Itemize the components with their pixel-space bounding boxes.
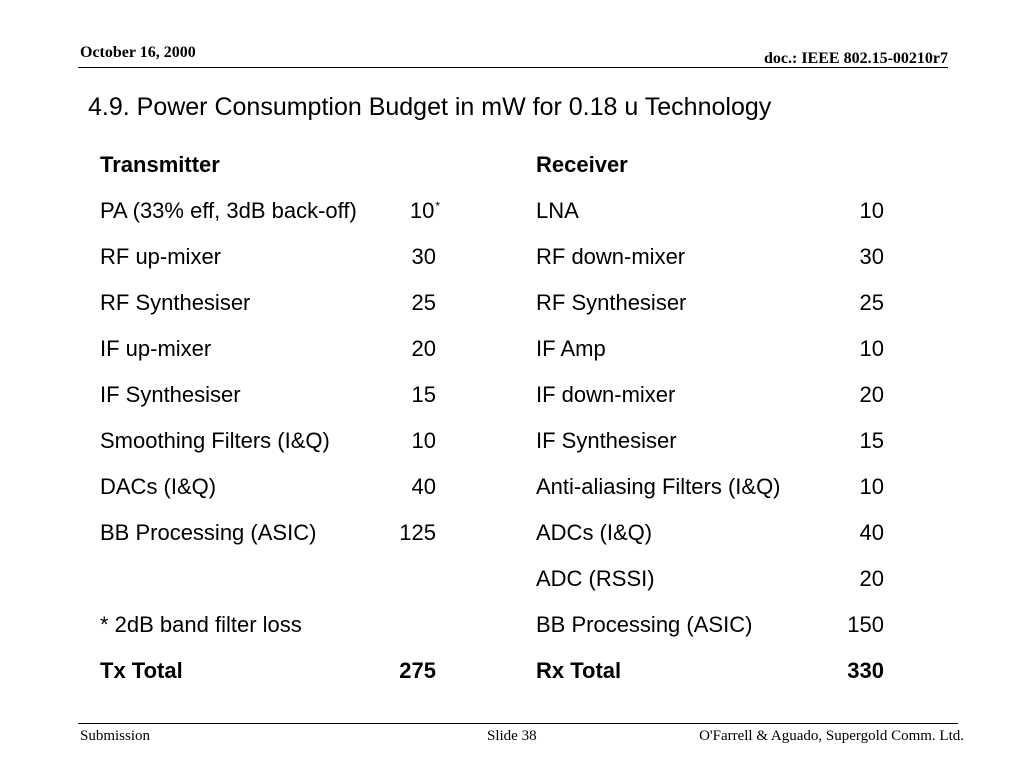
table-row: LNA 10: [536, 192, 888, 238]
row-label: BB Processing (ASIC): [100, 520, 317, 545]
table-row: RF Synthesiser 25: [100, 284, 440, 330]
row-value: 10: [859, 474, 884, 499]
table-row: IF Synthesiser 15: [536, 422, 888, 468]
row-label: BB Processing (ASIC): [536, 612, 753, 637]
receiver-heading: Receiver: [536, 152, 628, 177]
table-row: DACs (I&Q) 40: [100, 468, 440, 514]
row-label: ADC (RSSI): [536, 566, 655, 591]
transmitter-heading: Transmitter: [100, 152, 220, 177]
header-divider: [78, 67, 948, 68]
table-row: RF down-mixer 30: [536, 238, 888, 284]
table-row: BB Processing (ASIC) 125: [100, 514, 440, 560]
row-value: 10*: [410, 192, 440, 230]
footer-submission: Submission: [80, 728, 151, 744]
row-value: 10: [859, 198, 884, 223]
table-row: PA (33% eff, 3dB back-off) 10*: [100, 192, 440, 238]
footnote-marker: *: [435, 198, 440, 213]
row-label: IF Amp: [536, 336, 606, 361]
footer-slide-number: Slide 38: [487, 728, 537, 744]
row-label: PA (33% eff, 3dB back-off): [100, 198, 357, 223]
row-label: IF down-mixer: [536, 382, 676, 407]
row-label: RF Synthesiser: [100, 290, 251, 315]
row-label: DACs (I&Q): [100, 474, 217, 499]
table-row: ADCs (I&Q) 40: [536, 514, 888, 560]
row-value: 10: [411, 428, 436, 453]
table-row: Anti-aliasing Filters (I&Q) 10: [536, 468, 888, 514]
row-value: 25: [859, 290, 884, 315]
row-value: 30: [859, 244, 884, 269]
row-value: 15: [859, 428, 884, 453]
row-value-number: 10: [409, 198, 435, 223]
receiver-total-row: Rx Total 330: [536, 652, 888, 698]
header-doc-id: doc.: IEEE 802.15-00210r7: [764, 50, 948, 67]
spacer-row: [100, 560, 440, 606]
total-label: Rx Total: [536, 658, 622, 683]
row-value: 30: [411, 244, 436, 269]
row-value: 150: [847, 612, 884, 637]
row-label: RF Synthesiser: [536, 290, 687, 315]
row-value: 25: [411, 290, 436, 315]
row-label: LNA: [536, 198, 579, 223]
footnote-text: * 2dB band filter loss: [100, 612, 302, 637]
receiver-heading-row: Receiver: [536, 146, 888, 192]
table-row: IF Synthesiser 15: [100, 376, 440, 422]
row-value: 125: [399, 520, 436, 545]
total-value: 330: [847, 658, 884, 683]
slide-title: 4.9. Power Consumption Budget in mW for …: [88, 93, 772, 121]
transmitter-total-row: Tx Total 275: [100, 652, 440, 698]
table-row: RF up-mixer 30: [100, 238, 440, 284]
row-label: IF Synthesiser: [100, 382, 241, 407]
row-value: 20: [411, 336, 436, 361]
table-row: IF down-mixer 20: [536, 376, 888, 422]
receiver-column: Receiver LNA 10 RF down-mixer 30 RF Synt…: [536, 146, 888, 698]
row-label: IF up-mixer: [100, 336, 212, 361]
table-row: IF up-mixer 20: [100, 330, 440, 376]
row-value: 40: [411, 474, 436, 499]
transmitter-column: Transmitter PA (33% eff, 3dB back-off) 1…: [100, 146, 440, 698]
row-value: 10: [859, 336, 884, 361]
row-value: 20: [859, 566, 884, 591]
total-label: Tx Total: [100, 658, 183, 683]
footer-divider: [78, 723, 958, 724]
table-row: Smoothing Filters (I&Q) 10: [100, 422, 440, 468]
header-date: October 16, 2000: [80, 44, 196, 61]
table-row: BB Processing (ASIC) 150: [536, 606, 888, 652]
table-row: IF Amp 10: [536, 330, 888, 376]
row-label: ADCs (I&Q): [536, 520, 653, 545]
row-label: RF down-mixer: [536, 244, 686, 269]
row-label: Anti-aliasing Filters (I&Q): [536, 474, 781, 499]
table-row: RF Synthesiser 25: [536, 284, 888, 330]
table-row: ADC (RSSI) 20: [536, 560, 888, 606]
row-value: 40: [859, 520, 884, 545]
row-value: 20: [859, 382, 884, 407]
transmitter-heading-row: Transmitter: [100, 146, 440, 192]
row-value: 15: [411, 382, 436, 407]
row-label: IF Synthesiser: [536, 428, 677, 453]
row-label: RF up-mixer: [100, 244, 222, 269]
total-value: 275: [399, 658, 436, 683]
row-label: Smoothing Filters (I&Q): [100, 428, 330, 453]
footnote-row: * 2dB band filter loss: [100, 606, 440, 652]
footer-authors: O'Farrell & Aguado, Supergold Comm. Ltd.: [699, 728, 964, 744]
